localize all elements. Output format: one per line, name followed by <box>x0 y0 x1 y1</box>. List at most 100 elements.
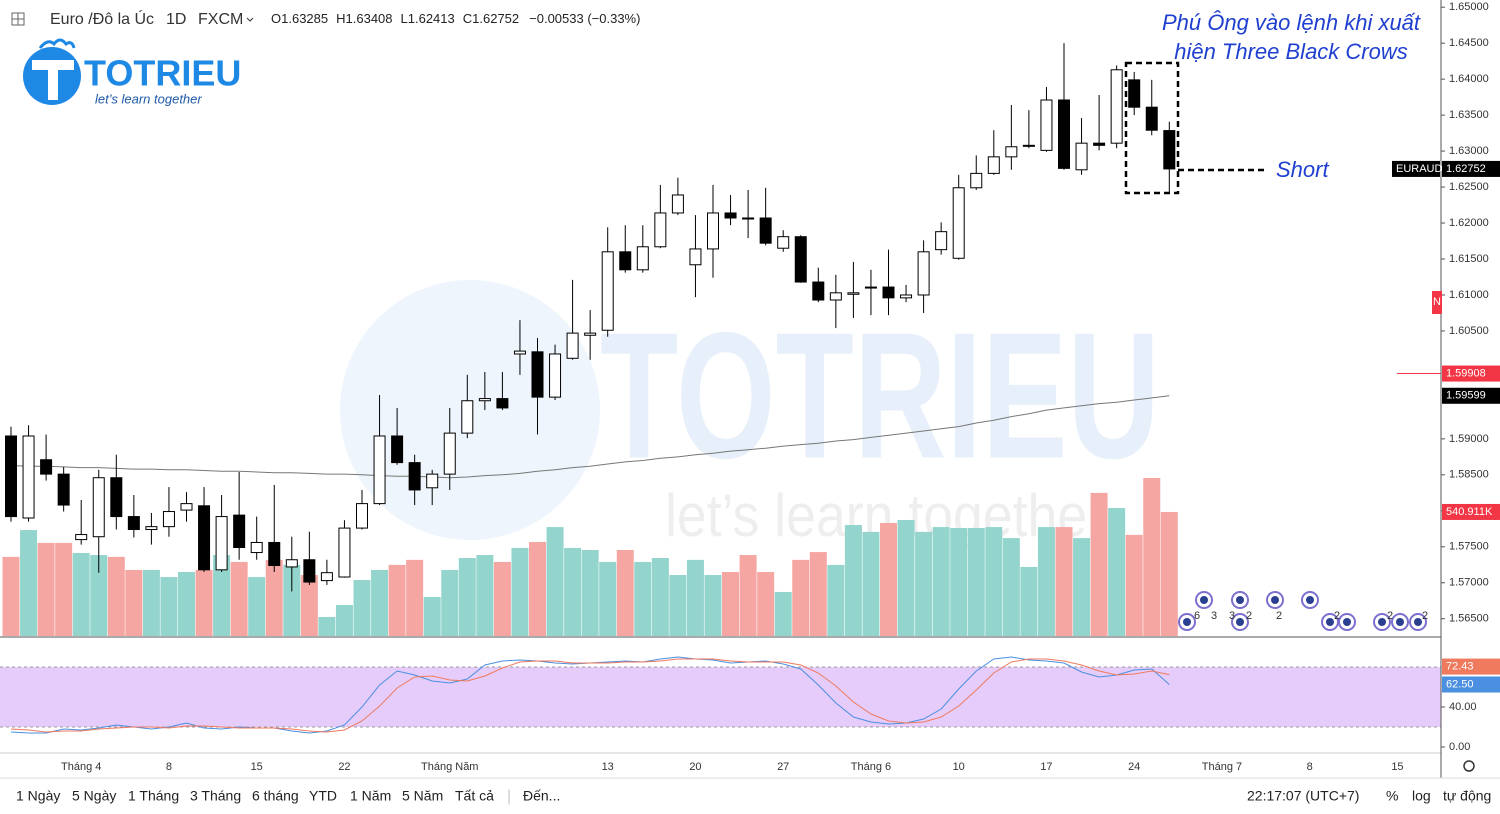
volume-bar <box>722 572 740 636</box>
x-tick-label: Tháng 7 <box>1202 761 1242 773</box>
volume-bar <box>125 569 143 636</box>
event-count: 6 <box>1194 610 1200 622</box>
symbol-tag: EURAUD <box>1396 163 1443 175</box>
event-flag <box>1271 596 1279 604</box>
x-tick-label: 8 <box>1307 761 1313 773</box>
volume-layer <box>2 478 1178 636</box>
toolbar-separator: | <box>507 788 511 805</box>
ohlc-value: 1.63285 <box>281 11 328 26</box>
y2-tick-label: 0.00 <box>1449 741 1470 753</box>
x-tick-label: 27 <box>777 761 789 773</box>
candle-body <box>268 541 281 566</box>
y-tick-label: 1.59000 <box>1449 433 1489 445</box>
annotation: Phú Ông vào lệnh khi xuất hiện Three Bla… <box>1124 10 1421 195</box>
event-flag <box>1343 618 1351 626</box>
candle-body <box>935 231 948 251</box>
candle-body <box>829 292 842 301</box>
x-tick-label: 10 <box>953 761 965 773</box>
x-tick-label: 15 <box>251 761 263 773</box>
volume-label: 540.911K <box>1446 506 1493 518</box>
candle-body <box>619 251 632 271</box>
volume-bar <box>476 555 494 636</box>
y-tick-label: 1.58500 <box>1449 469 1489 481</box>
candle-body <box>636 246 649 271</box>
candle-body <box>970 172 983 189</box>
ohlc-key: O <box>271 11 281 26</box>
volume-bar <box>283 564 301 636</box>
event-flag <box>1306 596 1314 604</box>
y-tick-label: 1.61500 <box>1449 253 1489 265</box>
candle-body <box>5 435 17 518</box>
candle-body <box>40 459 53 475</box>
volume-bar <box>90 555 108 636</box>
candle-body <box>566 332 579 359</box>
volume-bar <box>844 525 862 636</box>
volume-bar <box>1090 492 1108 636</box>
candle-body <box>917 251 930 296</box>
settings-icon[interactable] <box>1463 760 1475 772</box>
last-price-label-box <box>1442 160 1500 177</box>
event-count: 3 <box>1229 610 1235 622</box>
range-button[interactable]: 5 Ngày <box>72 788 116 804</box>
volume-bar <box>792 559 810 636</box>
range-button[interactable]: 5 Năm <box>402 788 443 804</box>
volume-bar <box>441 569 459 636</box>
candle-body <box>882 286 895 299</box>
range-button[interactable]: 3 Tháng <box>190 788 241 804</box>
goto-button[interactable]: Đến... <box>523 788 560 804</box>
range-button[interactable]: Tất cả <box>455 788 494 804</box>
ohlc-value: 1.62752 <box>472 11 519 26</box>
volume-bar <box>458 558 476 636</box>
stoch-band <box>0 667 1441 727</box>
y-tick-label: 1.56500 <box>1449 613 1489 625</box>
stoch-d <box>10 658 1170 733</box>
logo-name: TOTRIEU <box>84 53 241 94</box>
range-button[interactable]: YTD <box>309 788 337 804</box>
volume-bar <box>809 552 827 636</box>
candle-body <box>285 559 298 568</box>
stoch-k-label: 62.50 <box>1446 678 1474 690</box>
candle-body <box>1005 146 1018 158</box>
volume-bar <box>230 561 248 636</box>
candle-body <box>1075 142 1088 171</box>
candle-body <box>162 511 175 528</box>
candle-body <box>654 212 667 248</box>
x-tick-label: Tháng 4 <box>61 761 101 773</box>
candle-body <box>513 350 526 355</box>
range-button[interactable]: 1 Tháng <box>128 788 179 804</box>
candle-body <box>180 503 193 511</box>
candle-body <box>742 217 755 220</box>
volume-bar <box>1143 478 1161 636</box>
range-button[interactable]: 1 Ngày <box>16 788 60 804</box>
candle-body <box>110 477 123 518</box>
range-button[interactable]: 6 tháng <box>252 788 299 804</box>
event-count: 2 <box>1387 610 1393 622</box>
pattern-box <box>1124 61 1180 195</box>
volume-bar <box>72 552 90 636</box>
event-flag <box>1183 618 1191 626</box>
volume-bar <box>985 527 1003 636</box>
log-toggle[interactable]: log <box>1412 788 1431 804</box>
candle-body <box>1145 106 1158 131</box>
y-tick-label: 1.60500 <box>1449 325 1489 337</box>
candle-body <box>233 514 246 549</box>
x-tick-label: 24 <box>1128 761 1140 773</box>
candle-body <box>373 435 386 505</box>
y-tick-label: 1.57000 <box>1449 577 1489 589</box>
auto-toggle[interactable]: tự động <box>1443 788 1491 804</box>
x-tick-label: 22 <box>338 761 350 773</box>
volume-bar <box>529 541 546 636</box>
volume-bar <box>178 572 195 636</box>
symbol-tag-box <box>1392 160 1440 177</box>
watermark: TOTRIEU let’s learn together <box>340 280 1160 549</box>
header: Euro /Đô la Úc 1D FXCM O1.63285 H1.63408 L… <box>11 9 640 28</box>
stoch-d-label: 72.43 <box>1446 660 1474 672</box>
candle-body <box>1022 144 1035 147</box>
percent-toggle[interactable]: % <box>1386 788 1398 804</box>
stochastic-pane <box>0 656 1441 734</box>
volume-bar <box>704 575 722 636</box>
volume-bar <box>1037 527 1055 636</box>
candle-body <box>549 353 562 398</box>
range-button[interactable]: 1 Năm <box>350 788 391 804</box>
